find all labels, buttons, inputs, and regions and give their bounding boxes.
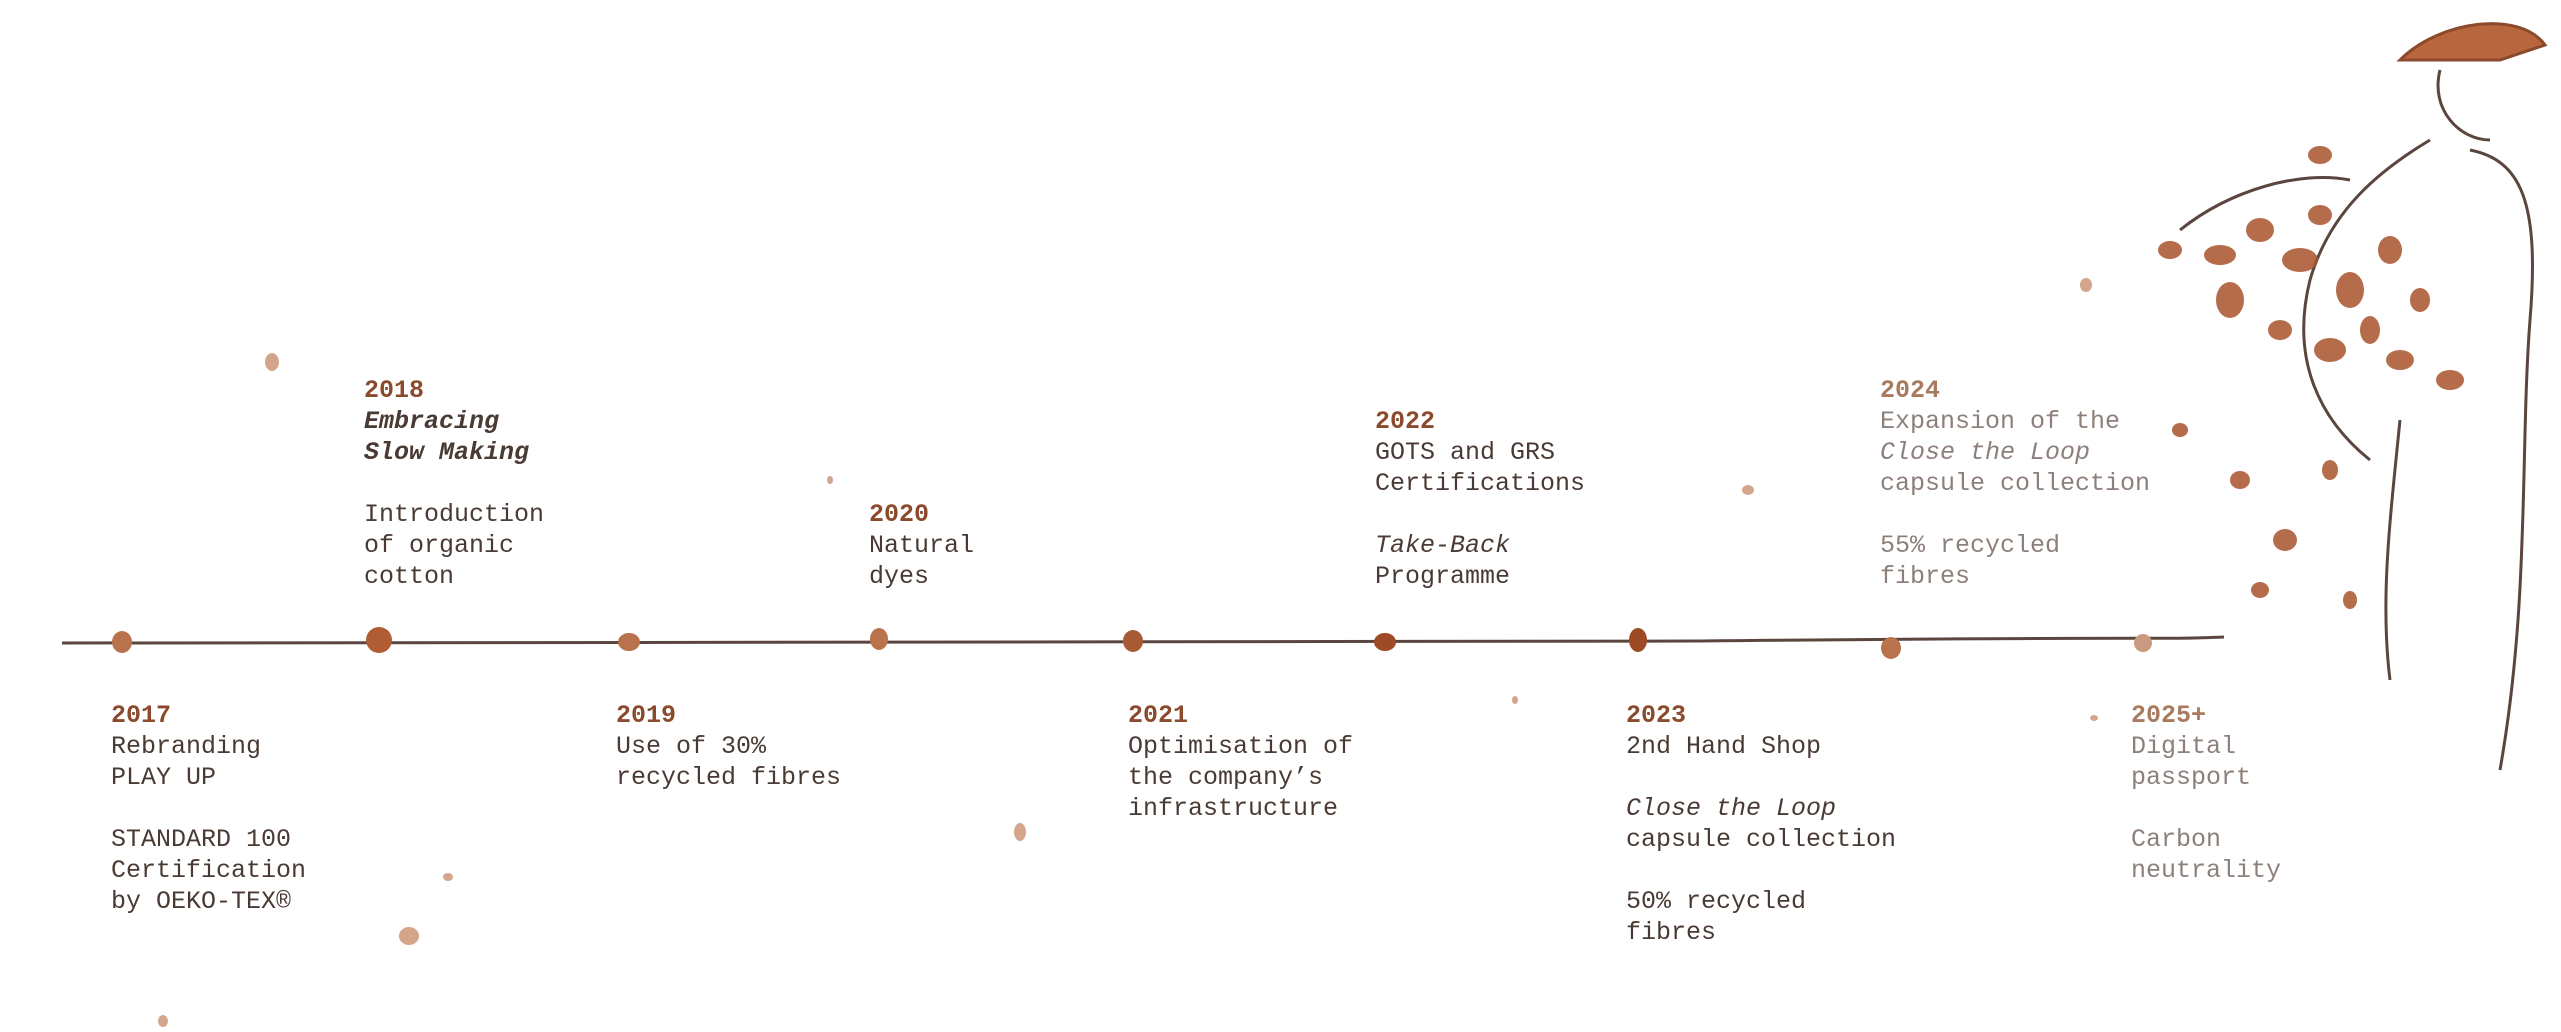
event-text: 50% recycled <box>1626 887 1807 916</box>
event-text: PLAY UP <box>111 763 217 792</box>
timeline-dots <box>112 627 2152 659</box>
event-text: passport <box>2131 763 2252 792</box>
event-paragraph: Digital passport <box>2131 731 2281 793</box>
event-text: Certifications <box>1375 469 1586 498</box>
event-text: by OEKO-TEX® <box>111 887 292 916</box>
event-text: 2nd Hand Shop <box>1626 732 1822 761</box>
event-text: Slow Making <box>364 438 530 467</box>
timeline-event: 2025+ Digital passport Carbon neutrality <box>2131 700 2281 886</box>
event-paragraph: Use of 30% recycled fibres <box>616 731 841 793</box>
event-text: dyes <box>869 562 930 591</box>
event-paragraph: 55% recycled fibres <box>1880 530 2150 592</box>
event-paragraph: 50% recycled fibres <box>1626 886 1896 948</box>
event-paragraph: Introduction of organic cotton <box>364 499 544 592</box>
event-paragraph: Embracing Slow Making <box>364 406 544 468</box>
event-year: 2023 <box>1626 701 1687 730</box>
timeline-event: 2024 Expansion of the Close the Loop capsul… <box>1880 375 2150 592</box>
event-text: the company’s <box>1128 763 1324 792</box>
event-paragraph: Carbon neutrality <box>2131 824 2281 886</box>
event-paragraph: Expansion of the Close the Loop capsule co… <box>1880 406 2150 499</box>
event-paragraph: Natural dyes <box>869 530 974 592</box>
timeline-event: 2022 GOTS and GRS Certifications Take-Back P… <box>1375 406 1585 592</box>
event-text: Close the Loop <box>1626 794 1837 823</box>
scattered-petals <box>158 278 2098 1027</box>
event-paragraph: Optimisation of the company’s infrastructu… <box>1128 731 1353 824</box>
event-text: capsule collection <box>1626 825 1897 854</box>
event-text: cotton <box>364 562 455 591</box>
event-text: Certification <box>111 856 307 885</box>
event-text: fibres <box>1880 562 1971 591</box>
illustration <box>2179 22 2548 771</box>
event-text: 55% recycled <box>1880 531 2061 560</box>
event-text: capsule collection <box>1880 469 2151 498</box>
event-text: Embracing <box>364 407 500 436</box>
event-text: Rebranding <box>111 732 262 761</box>
event-paragraph: Rebranding PLAY UP <box>111 731 306 793</box>
event-year: 2025+ <box>2131 701 2207 730</box>
event-paragraph: 2nd Hand Shop <box>1626 731 1896 762</box>
timeline-event: 2021 Optimisation of the company’s infrastr… <box>1128 700 1353 824</box>
event-paragraph: GOTS and GRS Certifications <box>1375 437 1585 499</box>
event-year: 2018 <box>364 376 425 405</box>
event-paragraph: Take-Back Programme <box>1375 530 1585 592</box>
event-text: Optimisation of <box>1128 732 1354 761</box>
event-year: 2021 <box>1128 701 1189 730</box>
event-text: STANDARD 100 <box>111 825 292 854</box>
event-text: of organic <box>364 531 515 560</box>
event-year: 2022 <box>1375 407 1436 436</box>
event-text: recycled fibres <box>616 763 842 792</box>
event-text: Close the Loop <box>1880 438 2091 467</box>
event-text: Programme <box>1375 562 1511 591</box>
event-year: 2020 <box>869 500 930 529</box>
event-text: Carbon <box>2131 825 2222 854</box>
event-text: Introduction <box>364 500 545 529</box>
event-text: Use of 30% <box>616 732 767 761</box>
event-text: Take-Back <box>1375 531 1511 560</box>
event-text: infrastructure <box>1128 794 1339 823</box>
event-text: Natural <box>869 531 975 560</box>
timeline-event: 2020 Natural dyes <box>869 499 974 592</box>
event-text: Expansion of the <box>1880 407 2121 436</box>
timeline-event: 2017 Rebranding PLAY UP STANDARD 100 Certifi… <box>111 700 306 917</box>
event-year: 2024 <box>1880 376 1941 405</box>
event-year: 2019 <box>616 701 677 730</box>
timeline-event: 2019 Use of 30% recycled fibres <box>616 700 841 793</box>
event-text: Digital <box>2131 732 2237 761</box>
timeline-event: 2018 Embracing Slow Making Introduction of o… <box>364 375 544 592</box>
event-text: fibres <box>1626 918 1717 947</box>
event-year: 2017 <box>111 701 172 730</box>
event-text: neutrality <box>2131 856 2282 885</box>
timeline-event: 2023 2nd Hand Shop Close the Loop capsule c… <box>1626 700 1896 948</box>
event-paragraph: Close the Loop capsule collection <box>1626 793 1896 855</box>
illustration-leaves <box>2158 146 2464 609</box>
event-paragraph: STANDARD 100 Certification by OEKO-TEX® <box>111 824 306 917</box>
event-text: GOTS and GRS <box>1375 438 1556 467</box>
